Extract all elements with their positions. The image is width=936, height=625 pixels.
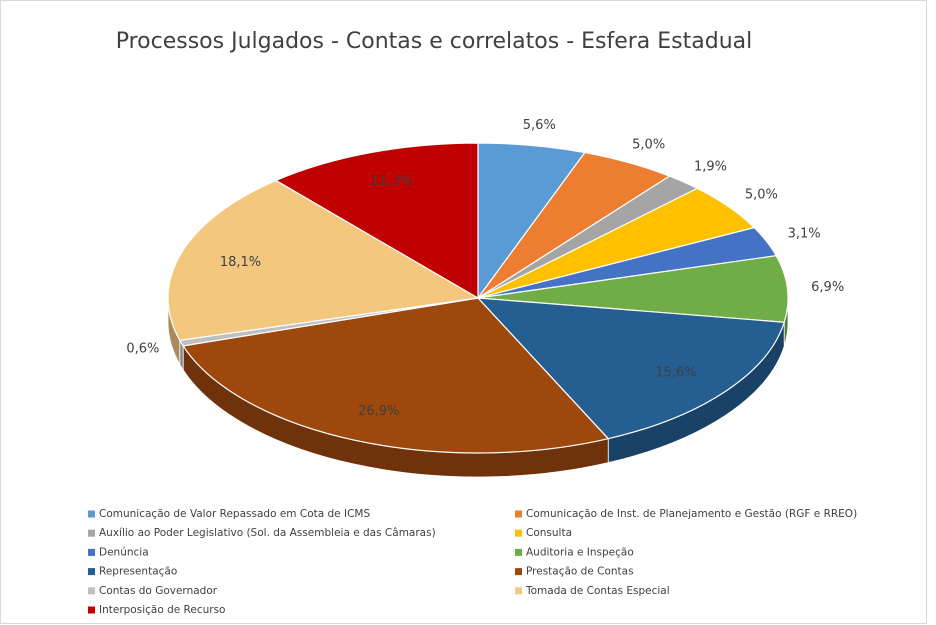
legend-label: Contas do Governador: [99, 585, 218, 597]
legend-swatch: [515, 568, 522, 576]
legend-label: Auditoria e Inspeção: [526, 546, 634, 558]
legend-label: Consulta: [526, 527, 572, 539]
pie-slice: [167, 179, 480, 341]
value-label: 5,0%: [745, 188, 778, 203]
value-label: 0,6%: [126, 341, 159, 356]
value-labels: 5,6% 5,0% 1,9% 5,0% 3,1% 6,9% 15,6% 26,9% 0,6% 18…: [126, 118, 844, 419]
value-label: 15,6%: [655, 365, 696, 380]
value-label: 6,9%: [811, 280, 844, 295]
legend-swatch: [515, 529, 522, 537]
value-label: 11,3%: [371, 174, 412, 189]
legend-label: Tomada de Contas Especial: [525, 585, 670, 597]
legend-swatch: [88, 587, 95, 595]
pie-tops: [167, 142, 789, 454]
legend-swatch: [88, 548, 95, 556]
chart-title: Processos Julgados - Contas e correlatos…: [116, 29, 753, 54]
legend-swatch: [515, 548, 522, 556]
legend-label: Comunicação de Inst. de Planejamento e G…: [526, 508, 857, 520]
legend-swatch: [88, 529, 95, 537]
value-label: 26,9%: [358, 404, 399, 419]
value-label: 5,0%: [632, 138, 665, 153]
legend-label: Comunicação de Valor Repassado em Cota d…: [99, 508, 370, 520]
legend: Comunicação de Valor Repassado em Cota d…: [88, 508, 857, 616]
pie-slice: [477, 255, 789, 323]
legend-swatch: [515, 587, 522, 595]
legend-swatch: [515, 510, 522, 518]
pie-slice: [476, 297, 785, 440]
value-label: 1,9%: [694, 159, 727, 174]
legend-swatch: [88, 568, 95, 576]
value-label: 18,1%: [220, 255, 261, 270]
pie-slice: [182, 297, 610, 454]
legend-label: Denúncia: [99, 546, 149, 558]
legend-label: Representação: [99, 566, 177, 578]
value-label: 3,1%: [788, 227, 821, 242]
legend-label: Interposição de Recurso: [99, 604, 225, 616]
pie-slice: [274, 142, 479, 300]
legend-label: Auxílio ao Poder Legislativo (Sol. da As…: [99, 527, 436, 539]
value-label: 5,6%: [523, 118, 556, 133]
legend-swatch: [88, 606, 95, 614]
legend-label: Prestação de Contas: [526, 566, 634, 578]
legend-swatch: [88, 510, 95, 518]
